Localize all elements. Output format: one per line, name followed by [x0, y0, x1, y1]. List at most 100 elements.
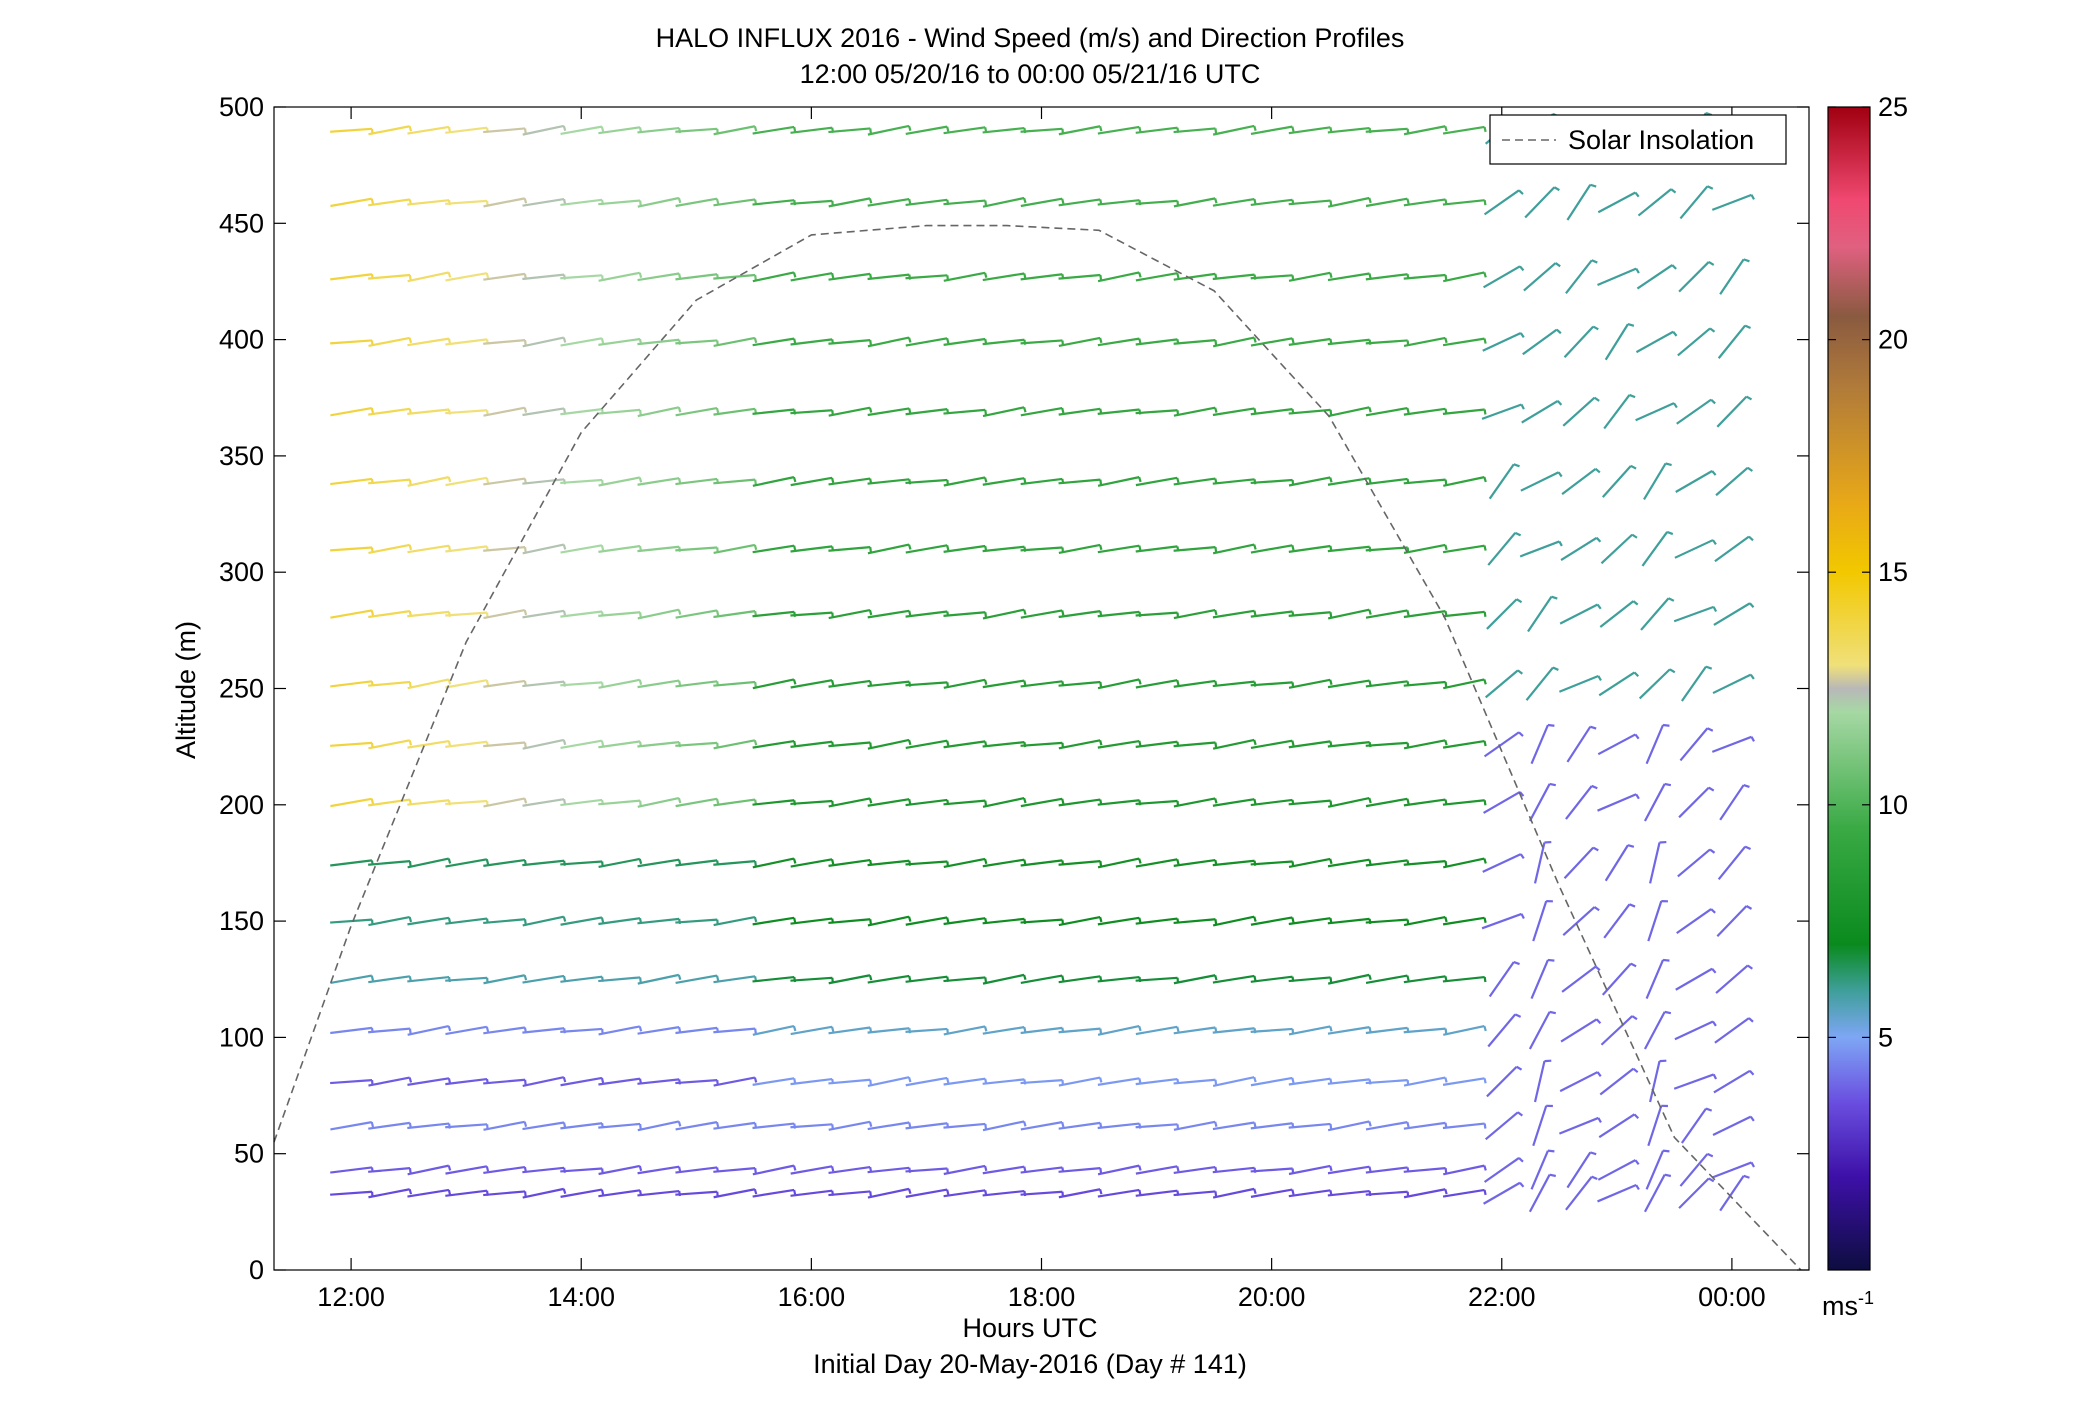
wind-barb — [1020, 273, 1063, 281]
wind-barb-flag — [1705, 665, 1713, 670]
wind-barb — [1058, 273, 1101, 280]
wind-barb — [637, 126, 680, 134]
wind-barb-flag — [1595, 537, 1602, 543]
wind-barb-flag — [639, 800, 642, 806]
wind-barb — [1442, 799, 1485, 806]
wind-barb — [1528, 1174, 1551, 1213]
wind-barb — [790, 976, 833, 982]
wind-barb — [943, 476, 986, 487]
wind-barb — [1288, 476, 1331, 487]
wind-barb — [1212, 273, 1255, 281]
wind-barb — [1443, 271, 1485, 283]
wind-barb — [1058, 198, 1101, 207]
wind-barb — [407, 799, 450, 806]
wind-barb-flag — [1023, 609, 1027, 615]
wind-barb — [560, 337, 603, 347]
wind-barb-flag — [830, 1026, 835, 1032]
wind-barb — [1676, 398, 1712, 425]
wind-barb — [368, 739, 410, 750]
wind-barb — [483, 1078, 526, 1085]
wind-barb — [675, 127, 718, 133]
wind-barb — [1365, 1026, 1408, 1035]
wind-barb — [675, 1190, 718, 1196]
wind-barb-flag — [908, 798, 912, 805]
wind-barb — [675, 273, 718, 281]
wind-barb-flag — [1099, 274, 1103, 281]
wind-barb-flag — [1023, 797, 1027, 804]
wind-barb-flag — [677, 407, 682, 413]
wind-barb-flag — [793, 917, 797, 923]
wind-barb-flag — [946, 126, 950, 132]
wind-barb — [752, 337, 795, 347]
wind-barb-flag — [523, 1191, 527, 1197]
wind-barb — [1250, 1167, 1293, 1173]
wind-barb-flag — [1597, 675, 1602, 682]
wind-barb — [1403, 798, 1446, 807]
wind-barb-flag — [753, 740, 758, 746]
wind-barb — [407, 337, 450, 347]
wind-barb — [1135, 976, 1178, 982]
wind-barb — [1020, 1190, 1063, 1196]
wind-barb-flag — [1483, 1078, 1487, 1084]
wind-barb-flag — [792, 1165, 797, 1171]
wind-barb — [560, 1167, 603, 1173]
wind-barb — [1250, 544, 1293, 554]
wind-barb — [522, 974, 565, 984]
wind-barb — [867, 1166, 910, 1174]
wind-barb-flag — [1329, 272, 1333, 278]
wind-barb-flag — [1138, 545, 1142, 551]
wind-barb-flag — [1668, 597, 1675, 602]
wind-barb — [560, 1027, 603, 1033]
wind-barb-flag — [1253, 1076, 1257, 1083]
wind-barb-flag — [907, 337, 912, 343]
wind-barb — [1365, 406, 1408, 417]
wind-barb — [1327, 608, 1370, 620]
wind-barb-flag — [869, 742, 872, 748]
wind-barb-flag — [869, 919, 872, 925]
wind-barb — [943, 126, 986, 135]
wind-barb — [1673, 1073, 1715, 1090]
wind-barb-flag — [562, 975, 567, 982]
wind-barb-flag — [1291, 1189, 1295, 1195]
wind-barb — [1288, 1077, 1331, 1086]
wind-barb-flag — [1552, 666, 1559, 671]
wind-barb — [522, 738, 565, 750]
wind-barb — [1327, 338, 1370, 346]
wind-barb-flag — [1673, 402, 1678, 409]
wind-barb — [790, 409, 833, 415]
wind-barb — [1020, 1166, 1063, 1174]
wind-barb — [1135, 740, 1178, 748]
wind-barb — [1528, 1011, 1551, 1050]
wind-barb-flag — [754, 274, 757, 281]
wind-barb — [1443, 857, 1485, 869]
wind-barb-flag — [1483, 126, 1487, 133]
wind-barb — [1250, 125, 1293, 135]
wind-barb — [1173, 608, 1216, 620]
wind-barb — [637, 1120, 680, 1132]
wind-barb — [1212, 1027, 1255, 1034]
wind-barb — [1522, 328, 1558, 356]
wind-barb — [1097, 271, 1140, 283]
wind-barb — [522, 478, 565, 485]
wind-barb — [752, 678, 795, 690]
wind-barb — [943, 611, 986, 617]
wind-barb — [828, 974, 871, 985]
wind-barb — [368, 1027, 411, 1034]
wind-barb-flag — [1664, 1010, 1672, 1015]
wind-barb — [1365, 546, 1408, 552]
wind-barb-flag — [1444, 916, 1448, 923]
wind-barb — [1530, 1150, 1549, 1190]
wind-barb — [1712, 673, 1752, 695]
wind-barb — [483, 608, 525, 620]
wind-barb — [828, 797, 871, 808]
wind-barb-flag — [984, 200, 988, 206]
y-tick-label: 100 — [219, 1022, 264, 1052]
wind-barb — [1097, 799, 1140, 806]
wind-barb — [1442, 408, 1485, 415]
wind-barb — [522, 1076, 565, 1088]
colorbar-ticks: 5 10 15 20 25 — [1828, 92, 1908, 1052]
wind-barb-flag — [793, 740, 797, 747]
wind-barb — [905, 916, 948, 926]
wind-barb-flag — [983, 477, 988, 483]
wind-barb-flag — [1253, 1188, 1257, 1195]
